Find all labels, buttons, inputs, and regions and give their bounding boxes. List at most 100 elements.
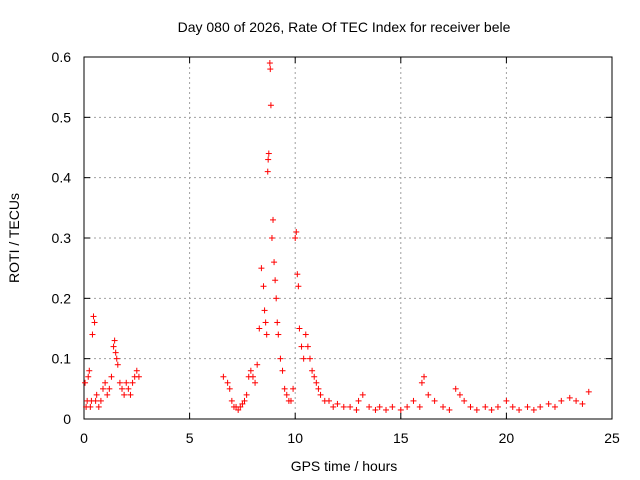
data-point <box>579 400 586 407</box>
data-point <box>106 385 113 392</box>
data-point <box>90 313 97 320</box>
data-point <box>270 216 277 223</box>
data-point <box>494 403 501 410</box>
data-point <box>313 379 320 386</box>
data-point <box>404 403 411 410</box>
y-tick-label: 0 <box>63 411 71 427</box>
data-point <box>271 259 278 266</box>
data-point <box>102 379 109 386</box>
data-point <box>317 391 324 398</box>
data-point <box>325 397 332 404</box>
data-point <box>268 235 275 241</box>
data-point <box>110 343 117 350</box>
data-point <box>89 331 96 338</box>
data-point <box>503 397 510 404</box>
data-point <box>95 403 102 410</box>
x-tick-label: 20 <box>499 430 515 446</box>
data-point <box>295 283 302 290</box>
data-point <box>421 373 428 380</box>
data-point <box>353 406 360 413</box>
data-point <box>224 379 231 386</box>
data-point <box>524 403 531 410</box>
data-point <box>243 391 250 398</box>
data-point <box>566 394 573 401</box>
data-point <box>123 379 130 386</box>
data-point <box>267 102 274 109</box>
data-point <box>482 403 489 410</box>
data-point <box>279 367 286 374</box>
data-point <box>100 385 107 392</box>
data-point <box>376 403 383 410</box>
data-point <box>551 403 558 410</box>
data-point <box>366 403 373 410</box>
data-point <box>85 373 92 380</box>
data-point <box>93 391 100 398</box>
data-point <box>274 319 281 326</box>
data-point <box>112 349 119 356</box>
y-tick-label: 0.3 <box>52 230 72 246</box>
data-point <box>263 331 270 338</box>
data-point <box>111 337 118 344</box>
data-point <box>298 343 305 350</box>
axis-ticks: 0 5 10 15 20 25 0 0.1 0.2 0.3 0.4 0.5 0.6 <box>52 49 620 446</box>
data-point <box>573 397 580 404</box>
data-point <box>383 406 390 413</box>
data-point <box>125 385 132 392</box>
data-point <box>283 391 290 398</box>
data-point <box>254 361 261 368</box>
y-axis-title: ROTI / TECUs <box>6 193 22 283</box>
data-point <box>249 373 256 380</box>
y-tick-label: 0.6 <box>52 49 72 65</box>
data-point <box>355 397 362 404</box>
data-point <box>252 379 259 386</box>
data-point <box>91 319 98 326</box>
grid <box>84 57 612 419</box>
data-point <box>87 403 94 410</box>
data-point <box>293 228 300 235</box>
data-point <box>272 277 279 284</box>
data-point <box>113 355 120 362</box>
data-point <box>410 397 417 404</box>
data-point <box>309 367 316 374</box>
data-point <box>296 325 303 332</box>
y-tick-label: 0.4 <box>52 170 72 186</box>
data-point <box>334 400 341 407</box>
data-point <box>359 391 366 398</box>
data-point <box>294 271 301 278</box>
data-point <box>302 331 309 338</box>
x-tick-label: 25 <box>604 430 620 446</box>
data-point <box>300 355 307 362</box>
data-point <box>340 403 347 410</box>
data-point <box>228 397 235 404</box>
data-point <box>97 397 104 404</box>
data-point <box>558 397 565 404</box>
data-point <box>537 403 544 410</box>
data-point <box>418 379 425 386</box>
data-point <box>226 385 233 392</box>
data-point <box>304 343 311 350</box>
data-point <box>235 406 242 413</box>
data-point <box>121 391 128 398</box>
chart-title: Day 080 of 2026, Rate Of TEC Index for r… <box>178 19 511 35</box>
data-point <box>292 235 299 241</box>
x-tick-label: 5 <box>186 430 194 446</box>
data-point <box>267 66 274 73</box>
data-point <box>315 385 322 392</box>
data-point <box>239 400 246 407</box>
data-point <box>247 367 254 374</box>
data-point <box>330 403 337 410</box>
data-point <box>311 373 318 380</box>
data-points <box>82 60 592 413</box>
data-point <box>129 379 136 386</box>
data-point <box>264 168 271 175</box>
y-tick-label: 0.1 <box>52 351 72 367</box>
data-point <box>467 403 474 410</box>
data-point <box>456 391 463 398</box>
data-point <box>488 406 495 413</box>
y-tick-label: 0.5 <box>52 109 72 125</box>
data-point <box>275 331 282 338</box>
data-point <box>281 385 288 392</box>
data-point <box>397 406 404 413</box>
data-point <box>509 403 516 410</box>
